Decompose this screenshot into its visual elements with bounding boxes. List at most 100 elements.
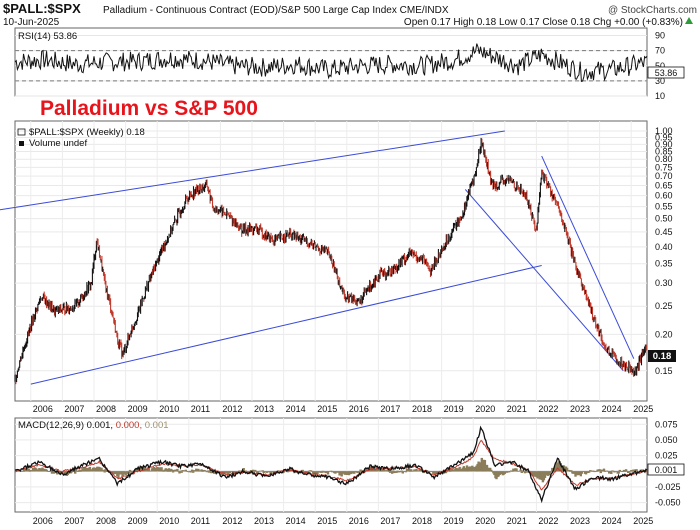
macd-histogram-bar — [180, 471, 183, 473]
price-tick-label: 0.35 — [655, 259, 673, 269]
macd-histogram-bar — [67, 471, 71, 474]
macd-histogram-bar — [580, 471, 583, 474]
macd-histogram-bar — [408, 471, 412, 472]
macd-histogram-bar — [206, 470, 210, 472]
rsi-axis: 10 30 50 70 90 — [655, 31, 665, 101]
macd-histogram-bar — [179, 470, 182, 472]
macd-histogram-bar — [171, 471, 175, 473]
macd-histogram-bar — [612, 470, 615, 472]
price-x-axis: 2006 2007 2008 2009 2010 2011 2012 2013 2014 2015… — [33, 404, 653, 414]
price-label: $PALL:$SPX (Weekly) 0.18 — [29, 127, 145, 138]
macd-histogram-bar — [392, 470, 395, 472]
macd-histogram-bar — [411, 471, 414, 472]
macd-histogram-bar — [312, 471, 315, 474]
macd-histogram-bar — [197, 468, 200, 472]
price-axis: 0.15 0.20 0.25 0.30 0.35 0.40 0.45 0.50 0.550.60… — [655, 126, 673, 376]
macd-histogram-bar — [71, 471, 75, 472]
volume-label: Volume undef — [29, 138, 87, 149]
macd-histogram-bar — [247, 471, 251, 473]
macd-histogram-bar — [129, 471, 133, 473]
macd-histogram-bar — [249, 470, 253, 472]
macd-histogram-bar — [508, 471, 511, 473]
macd-x-tick-label: 2023 — [570, 516, 590, 526]
price-x-tick-label: 2025 — [633, 404, 653, 414]
macd-x-tick-label: 2020 — [475, 516, 495, 526]
macd-histogram-bar — [359, 469, 362, 472]
macd-histogram-bar — [407, 468, 411, 472]
macd-label: MACD(12,26,9) 0.001, 0.000, 0.001 — [18, 420, 169, 431]
price-x-tick-label: 2011 — [191, 404, 210, 414]
macd-histogram-bar — [628, 471, 631, 473]
chart-symbol: $PALL:$SPX — [3, 1, 81, 16]
macd-histogram-bar — [347, 471, 351, 476]
price-legend-icon — [17, 128, 26, 136]
macd-line — [15, 425, 648, 504]
macd-histogram-bar — [205, 471, 209, 473]
price-tick-label: 0.55 — [655, 202, 673, 212]
macd-histogram-bar — [21, 470, 24, 472]
macd-histogram-bar — [345, 471, 349, 475]
macd-tick-label: -0.050 — [655, 498, 681, 508]
macd-histogram-bar — [598, 469, 601, 472]
price-tick-label: 0.90 — [655, 139, 673, 149]
macd-histogram-bar — [449, 471, 452, 472]
macd-x-tick-label: 2006 — [33, 516, 53, 526]
macd-histogram-bar — [631, 471, 634, 472]
macd-histogram-bar — [56, 471, 59, 475]
macd-histogram-bar — [525, 471, 529, 473]
macd-histogram-bar — [117, 471, 120, 479]
macd-histogram-bar — [170, 469, 174, 472]
macd-histogram-bar — [79, 471, 82, 472]
macd-histogram-bar — [45, 469, 48, 472]
price-tick-label: 0.80 — [655, 154, 673, 164]
macd-histogram-bar — [324, 471, 328, 474]
macd-histogram-bar — [405, 468, 409, 472]
macd-x-tick-label: 2009 — [128, 516, 148, 526]
macd-histogram-bar — [226, 471, 230, 475]
macd-histogram-bar — [396, 470, 399, 472]
macd-histogram-bar — [568, 469, 571, 472]
trendlines — [0, 130, 635, 385]
macd-histogram-bar — [207, 471, 211, 473]
price-tick-label: 0.30 — [655, 278, 673, 288]
macd-histogram-bar — [28, 471, 32, 472]
macd-histogram-bar — [486, 467, 490, 472]
macd-histogram-bar — [399, 471, 402, 473]
macd-histogram-bar — [599, 471, 602, 474]
macd-x-tick-label: 2013 — [254, 516, 274, 526]
price-x-tick-label: 2012 — [222, 404, 242, 414]
price-tick-label: 0.60 — [655, 191, 673, 201]
macd-histogram-bar — [166, 471, 170, 472]
price-x-tick-label: 2014 — [286, 404, 306, 414]
macd-histogram-bar — [524, 470, 528, 472]
rsi-panel — [14, 27, 648, 97]
macd-histogram-bar — [590, 470, 593, 472]
price-tick-label: 0.15 — [655, 366, 673, 376]
price-x-tick-label: 2013 — [254, 404, 274, 414]
volume-legend-icon — [19, 141, 24, 146]
macd-histogram-bar — [269, 471, 273, 474]
macd-axis: -0.050 -0.025 0.025 0.050 0.075 — [655, 419, 681, 507]
macd-histogram-bar — [386, 469, 390, 472]
macd-histogram-bar — [608, 471, 611, 474]
macd-x-tick-label: 2014 — [286, 516, 306, 526]
macd-histogram-bar — [190, 469, 194, 472]
price-tick-label: 0.20 — [655, 329, 673, 339]
chart-date: 10-Jun-2025 — [3, 17, 60, 28]
price-tick-label: 0.95 — [655, 132, 673, 142]
macd-histogram-bar — [48, 471, 52, 472]
macd-histogram-bar — [335, 471, 338, 473]
macd-histogram-bar — [261, 470, 264, 472]
macd-histogram-bar — [640, 469, 644, 472]
macd-histogram-bar — [75, 468, 78, 472]
macd-tick-label: -0.025 — [655, 482, 681, 492]
macd-histogram-bar — [382, 468, 385, 472]
macd-hist-value: 0.001 — [145, 420, 169, 431]
macd-histogram-bar — [167, 468, 171, 472]
macd-histogram-bar — [256, 471, 259, 474]
price-x-tick-label: 2008 — [96, 404, 116, 414]
macd-histogram-bar — [434, 471, 437, 476]
macd-histogram-bar — [519, 469, 522, 472]
macd-histogram-bar — [162, 471, 165, 472]
macd-x-axis: 2006 2007 2008 2009 2010 2011 2012 2013 2014 2015… — [33, 516, 653, 526]
